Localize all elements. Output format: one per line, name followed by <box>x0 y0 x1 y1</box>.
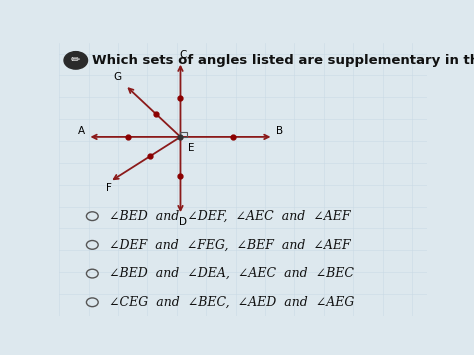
Text: C: C <box>180 50 187 60</box>
Text: Which sets of angles listed are supplementary in this diagram?: Which sets of angles listed are suppleme… <box>92 54 474 67</box>
Text: G: G <box>113 72 121 82</box>
Text: ∠BED  and  ∠DEA,  ∠AEC  and  ∠BEC: ∠BED and ∠DEA, ∠AEC and ∠BEC <box>109 267 354 280</box>
Text: ∠BED  and  ∠DEF,  ∠AEC  and  ∠AEF: ∠BED and ∠DEF, ∠AEC and ∠AEF <box>109 210 350 223</box>
Text: ∠DEF  and  ∠FEG,  ∠BEF  and  ∠AEF: ∠DEF and ∠FEG, ∠BEF and ∠AEF <box>109 238 350 251</box>
Text: E: E <box>188 143 194 153</box>
Text: F: F <box>106 183 111 193</box>
Text: A: A <box>77 126 84 136</box>
Text: ∠CEG  and  ∠BEC,  ∠AED  and  ∠AEG: ∠CEG and ∠BEC, ∠AED and ∠AEG <box>109 296 354 309</box>
Text: D: D <box>180 217 187 227</box>
Text: B: B <box>276 126 283 136</box>
Circle shape <box>64 51 88 69</box>
Text: ✏: ✏ <box>71 55 81 65</box>
